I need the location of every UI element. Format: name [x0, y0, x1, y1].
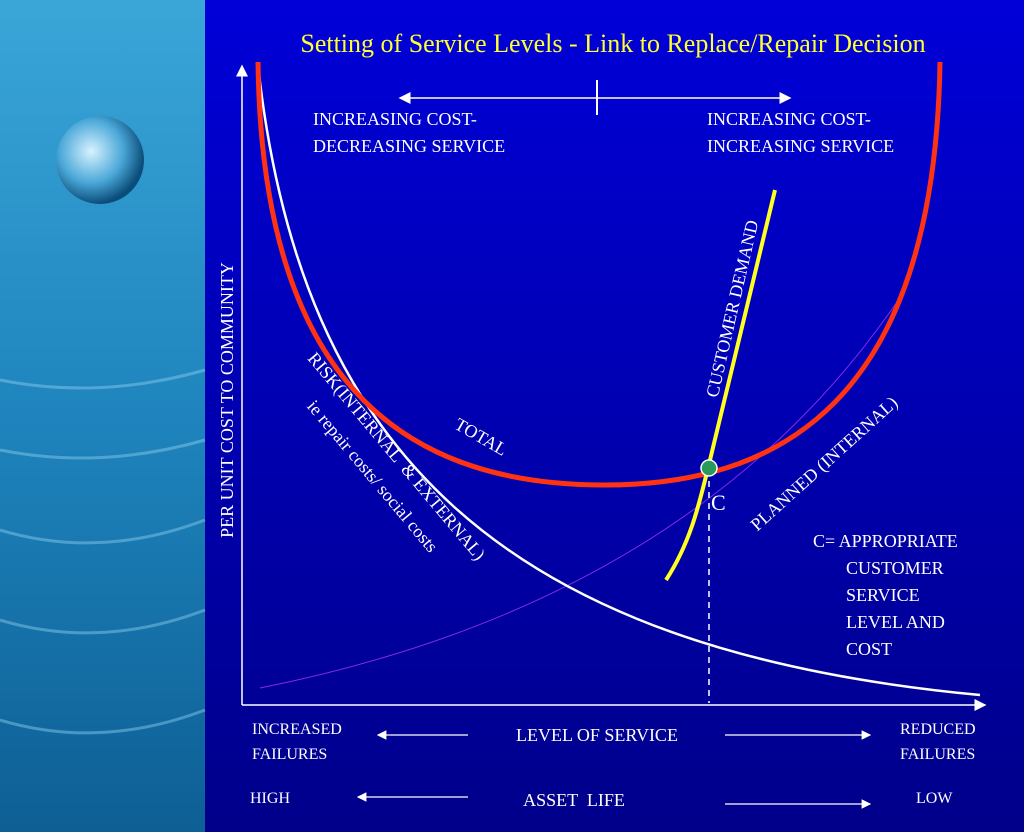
- top-label: INCREASING COST-: [707, 109, 871, 129]
- note: C= APPROPRIATE: [813, 531, 958, 551]
- point-label: C: [711, 490, 726, 515]
- water-drop: [56, 116, 144, 204]
- note: LEVEL AND: [846, 612, 945, 632]
- x-label: HIGH: [250, 790, 290, 807]
- x-label: INCREASED: [252, 721, 342, 738]
- point-c: [700, 459, 718, 477]
- x-label: LEVEL OF SERVICE: [516, 725, 678, 745]
- ripples: [0, 368, 206, 735]
- note: COST: [846, 639, 892, 659]
- x-label: REDUCED: [900, 721, 976, 738]
- x-label: FAILURES: [900, 746, 975, 763]
- note: CUSTOMER: [846, 558, 944, 578]
- note: SERVICE: [846, 585, 920, 605]
- risk-curve: [256, 64, 981, 697]
- top-label: DECREASING SERVICE: [313, 136, 505, 156]
- planned-curve: [259, 289, 906, 689]
- x-label: LOW: [916, 790, 953, 807]
- x-label: ASSET LIFE: [523, 790, 625, 810]
- total-curve: [255, 61, 943, 488]
- top-label: INCREASING COST-: [313, 109, 477, 129]
- y-axis-label: PER UNIT COST TO COMMUNITY: [217, 262, 237, 538]
- top-label: INCREASING SERVICE: [707, 136, 894, 156]
- x-label: FAILURES: [252, 746, 327, 763]
- title: Setting of Service Levels - Link to Repl…: [300, 29, 925, 58]
